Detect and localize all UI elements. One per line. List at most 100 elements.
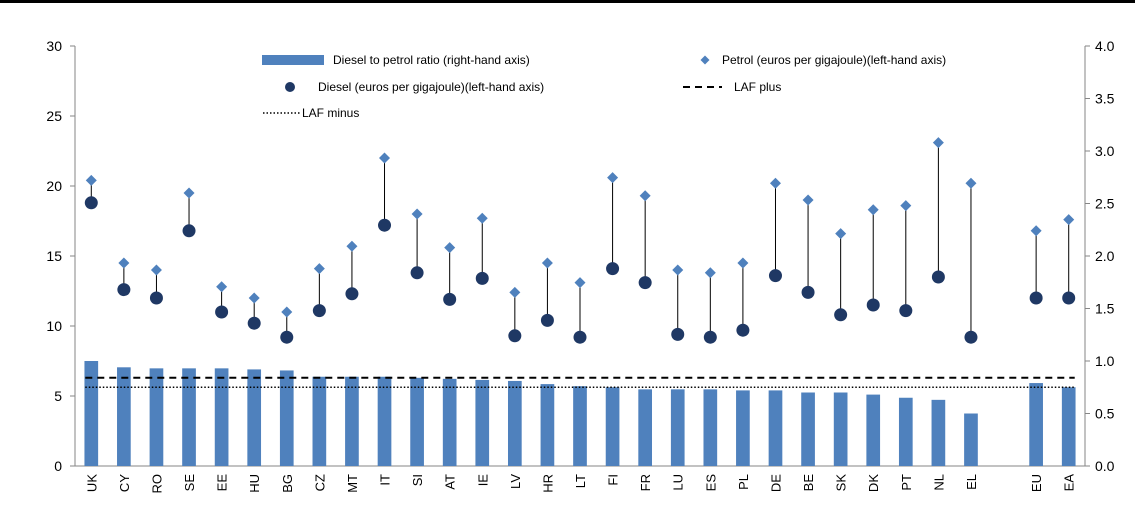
- diesel-point-el: [964, 330, 978, 344]
- legend-bar-label: Diesel to petrol ratio (right-hand axis): [333, 53, 530, 67]
- diesel-point-sk: [834, 308, 848, 322]
- legend-petrol-marker: [700, 55, 710, 65]
- left-tick-label: 0: [54, 458, 62, 474]
- petrol-point-it: [379, 152, 391, 164]
- diesel-point-lu: [671, 327, 685, 341]
- bar-ratio-pt: [898, 397, 913, 466]
- diesel-point-fi: [606, 262, 620, 276]
- category-label-nl: NL: [931, 474, 946, 491]
- left-tick-label: 5: [54, 388, 62, 404]
- diesel-point-de: [768, 269, 782, 283]
- petrol-point-cz: [313, 263, 325, 275]
- bar-ratio-nl: [931, 399, 946, 466]
- diesel-point-dk: [866, 298, 880, 312]
- legend-bar-swatch: [262, 55, 324, 65]
- category-label-hr: HR: [540, 474, 555, 493]
- bar-ratio-sk: [833, 392, 848, 466]
- top-rule: [0, 0, 1135, 3]
- category-label-at: AT: [443, 474, 458, 490]
- petrol-point-cy: [118, 257, 130, 269]
- right-tick-label: 3.0: [1095, 143, 1115, 159]
- right-tick-label: 1.5: [1095, 301, 1115, 317]
- bar-ratio-pl: [736, 390, 750, 466]
- category-label-pt: PT: [899, 474, 914, 491]
- diesel-point-hu: [247, 316, 261, 330]
- category-label-lv: LV: [508, 474, 523, 489]
- bar-ratio-lt: [573, 386, 587, 466]
- left-tick-label: 25: [46, 108, 62, 124]
- legend-diesel-marker: [285, 82, 295, 92]
- bar-ratio-ee: [214, 368, 229, 466]
- petrol-point-pl: [737, 257, 749, 269]
- category-label-si: SI: [410, 474, 425, 486]
- bar-ratio-hr: [540, 384, 555, 466]
- diesel-point-si: [410, 266, 424, 280]
- petrol-point-de: [769, 177, 781, 189]
- left-tick-label: 20: [46, 178, 62, 194]
- petrol-point-uk: [85, 174, 97, 186]
- petrol-point-lu: [672, 264, 684, 276]
- category-label-eu: EU: [1029, 474, 1044, 492]
- legend-laf-plus-label: LAF plus: [734, 80, 781, 94]
- right-tick-label: 0.5: [1095, 406, 1115, 422]
- bar-ratio-hu: [247, 369, 262, 466]
- legend-diesel-label: Diesel (euros per gigajoule)(left-hand a…: [318, 80, 544, 94]
- diesel-point-cy: [117, 283, 131, 297]
- bar-ratio-uk: [84, 361, 99, 466]
- petrol-point-mt: [346, 240, 358, 252]
- category-label-lu: LU: [671, 474, 686, 491]
- petrol-point-be: [802, 194, 814, 206]
- bar-ratio-be: [801, 392, 815, 466]
- right-tick-label: 2.5: [1095, 196, 1115, 212]
- category-label-ea: EA: [1062, 474, 1077, 492]
- bar-ratio-dk: [866, 394, 881, 466]
- petrol-point-bg: [281, 306, 293, 318]
- category-label-ro: RO: [149, 474, 164, 494]
- diesel-point-uk: [84, 196, 98, 210]
- bar-ratio-it: [377, 376, 392, 466]
- petrol-point-eu: [1030, 225, 1042, 237]
- diesel-point-mt: [345, 287, 359, 301]
- bar-ratio-cz: [312, 376, 327, 466]
- diesel-point-cz: [312, 304, 326, 318]
- bar-ratio-ie: [475, 379, 490, 466]
- bar-ratio-fr: [638, 389, 653, 466]
- diesel-point-lv: [508, 329, 522, 343]
- petrol-point-fi: [607, 172, 619, 184]
- diesel-point-at: [443, 292, 457, 306]
- category-label-cz: CZ: [312, 474, 327, 491]
- bar-ratio-de: [768, 390, 783, 466]
- petrol-point-nl: [932, 137, 944, 149]
- petrol-point-es: [704, 267, 716, 279]
- category-label-bg: BG: [280, 474, 295, 493]
- diesel-point-be: [801, 285, 815, 299]
- left-tick-label: 30: [46, 38, 62, 54]
- petrol-point-el: [965, 177, 977, 189]
- bar-ratio-lv: [507, 380, 522, 466]
- category-label-se: SE: [182, 474, 197, 492]
- bar-ratio-cy: [117, 367, 131, 466]
- bar-ratio-bg: [279, 370, 294, 466]
- petrol-point-ie: [476, 212, 488, 224]
- bar-ratio-se: [182, 368, 196, 466]
- petrol-point-si: [411, 208, 423, 220]
- category-label-mt: MT: [345, 474, 360, 493]
- right-tick-label: 4.0: [1095, 38, 1115, 54]
- right-tick-label: 2.0: [1095, 248, 1115, 264]
- diesel-point-hr: [540, 313, 554, 327]
- bar-ratio-si: [410, 377, 424, 466]
- left-tick-label: 15: [46, 248, 62, 264]
- bar-ratio-eu: [1029, 383, 1043, 466]
- category-label-hu: HU: [247, 474, 262, 493]
- diesel-point-pl: [736, 323, 750, 337]
- bar-ratio-at: [442, 378, 457, 466]
- petrol-point-ee: [216, 281, 228, 293]
- petrol-point-ro: [150, 264, 162, 276]
- category-label-el: EL: [964, 474, 979, 490]
- petrol-point-hu: [248, 292, 260, 304]
- legend: Diesel to petrol ratio (right-hand axis)…: [262, 53, 946, 120]
- petrol-point-lt: [574, 277, 586, 289]
- diesel-point-bg: [280, 330, 294, 344]
- category-label-ie: IE: [475, 474, 490, 487]
- diesel-point-es: [703, 330, 717, 344]
